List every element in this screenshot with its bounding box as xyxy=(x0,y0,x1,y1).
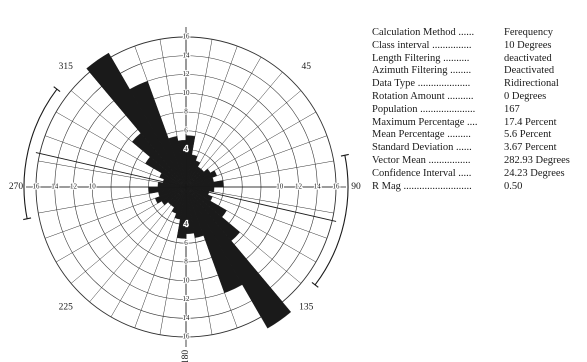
scale-label-north-16: 16 xyxy=(183,33,191,41)
compass-label-nw: 315 xyxy=(59,62,74,72)
confidence-tick-opposite-2 xyxy=(311,282,319,288)
stat-value: Ferequency xyxy=(504,27,553,38)
petal-350-360 xyxy=(177,139,187,188)
grid-spoke-220 xyxy=(89,186,187,303)
scale-label-east-14: 14 xyxy=(314,183,322,191)
petal-80-90 xyxy=(185,180,224,188)
scale-label-north-4: 4 xyxy=(184,145,188,153)
stat-row-maximum-percentage: Maximum Percentage .... 17.4 Percent xyxy=(372,117,584,130)
scale-label-north-14: 14 xyxy=(183,51,191,59)
scale-label-east-16: 16 xyxy=(333,183,341,191)
petal-60-70 xyxy=(185,170,218,188)
scale-label-west-14: 14 xyxy=(51,183,59,191)
scale-label-north-6: 6 xyxy=(184,126,188,134)
stat-label: Class interval ............... xyxy=(372,39,472,51)
stat-label: Rotation Amount .......... xyxy=(372,90,474,102)
stat-label: Confidence Interval ..... xyxy=(372,167,472,179)
stat-row-rotation-amount: Rotation Amount .......... 0 Degrees xyxy=(372,91,584,104)
petal-20-30 xyxy=(185,160,201,188)
stat-label: Calculation Method ...... xyxy=(372,27,475,38)
stat-row-calculation-method: Calculation Method ...... Ferequency xyxy=(372,27,584,40)
scale-label-west-16: 16 xyxy=(33,183,41,191)
confidence-tick-primary-2 xyxy=(53,86,61,92)
scale-label-east-12: 12 xyxy=(295,183,303,191)
stat-value: deactivated xyxy=(504,52,552,64)
stat-value: 0 Degrees xyxy=(504,90,547,102)
petal-330-340 xyxy=(129,81,187,188)
confidence-arc-primary xyxy=(23,88,58,219)
stat-row-length-filtering: Length Filtering .......... deactivated xyxy=(372,53,584,66)
petal-240-250 xyxy=(154,186,187,204)
stat-label: Data Type .................... xyxy=(372,78,471,90)
vector-mean-overlay xyxy=(23,86,349,288)
stat-value: 3.67 Percent xyxy=(504,142,557,154)
scale-label-west-12: 12 xyxy=(70,183,78,191)
stat-label: Vector Mean ................ xyxy=(372,154,471,166)
stat-label: Maximum Percentage .... xyxy=(372,116,478,128)
stat-row-mean-percentage: Mean Percentage ......... 5.6 Percent xyxy=(372,129,584,142)
confidence-arc-opposite xyxy=(314,155,349,286)
compass-label-se: 135 xyxy=(299,302,314,312)
scale-label-south-8: 8 xyxy=(184,258,188,266)
grid-spoke-40 xyxy=(185,71,283,188)
stat-row-azimuth-filtering: Azimuth Filtering ........ Deactivated xyxy=(372,65,584,78)
stat-label: Standard Deviation ...... xyxy=(372,142,472,154)
scale-label-south-12: 12 xyxy=(183,295,191,303)
stat-label: Azimuth Filtering ........ xyxy=(372,65,472,77)
vector-mean-line xyxy=(35,152,337,222)
confidence-tick-opposite-1 xyxy=(340,153,349,157)
stat-value: 24.23 Degrees xyxy=(504,167,565,179)
stat-row-confidence-interval: Confidence Interval ..... 24.23 Degrees xyxy=(372,168,584,181)
stat-value: 282.93 Degrees xyxy=(504,154,570,166)
compass-label-sw: 225 xyxy=(59,302,74,312)
stat-value: 5.6 Percent xyxy=(504,129,552,141)
stat-row-vector-mean: Vector Mean ................ 282.93 Degr… xyxy=(372,155,584,168)
stat-value: 10 Degrees xyxy=(504,39,552,51)
stat-label: R Mag .......................... xyxy=(372,180,472,192)
scale-label-south-14: 14 xyxy=(183,314,191,322)
axis-labels: 45 90 135 180 225 270 315 16 16 16 16 14 14 14 14 12 12 1… xyxy=(9,32,361,362)
confidence-tick-primary-1 xyxy=(23,217,32,221)
stat-row-class-interval: Class interval ............... 10 Degree… xyxy=(372,40,584,53)
scale-label-south-6: 6 xyxy=(184,239,188,247)
stat-value: 0.50 xyxy=(504,180,523,192)
scale-label-south-16: 16 xyxy=(183,333,191,341)
petal-260-270 xyxy=(148,186,187,194)
scale-label-south-4: 4 xyxy=(184,220,188,228)
stat-label: Mean Percentage ......... xyxy=(372,129,471,141)
stat-value: Ridirectional xyxy=(504,78,559,90)
scale-label-north-12: 12 xyxy=(183,70,191,78)
petal-320-330 xyxy=(86,52,187,188)
stat-row-standard-deviation: Standard Deviation ...... 3.67 Percent xyxy=(372,142,584,155)
stat-row-r-mag: R Mag .......................... 0.50 xyxy=(372,181,584,194)
petal-150-160 xyxy=(185,186,243,293)
petal-340-350 xyxy=(168,136,187,188)
scale-label-north-10: 10 xyxy=(183,89,191,97)
statistics-panel: Calculation Method ...... Ferequency Cla… xyxy=(372,27,584,193)
scale-label-south-10: 10 xyxy=(183,276,191,284)
scale-label-north-8: 8 xyxy=(184,108,188,116)
scale-label-east-10: 10 xyxy=(276,183,284,191)
petal-160-170 xyxy=(185,186,204,238)
petal-140-150 xyxy=(185,186,292,329)
compass-label-s: 180 xyxy=(181,350,191,362)
stat-value: 167 xyxy=(504,103,520,115)
rose-petals xyxy=(86,52,292,329)
scale-label-west-10: 10 xyxy=(89,183,97,191)
petal-200-210 xyxy=(171,186,187,214)
compass-label-ne: 45 xyxy=(301,62,311,72)
compass-label-w: 270 xyxy=(9,182,24,192)
stat-value: Deactivated xyxy=(504,65,555,77)
stat-label: Population ..................... xyxy=(372,103,476,115)
stat-row-data-type: Data Type .................... Ridirecti… xyxy=(372,78,584,91)
stat-row-population: Population ..................... 167 xyxy=(372,104,584,117)
stat-label: Length Filtering .......... xyxy=(372,52,470,64)
stat-value: 17.4 Percent xyxy=(504,116,557,128)
compass-label-e: 90 xyxy=(351,182,361,192)
